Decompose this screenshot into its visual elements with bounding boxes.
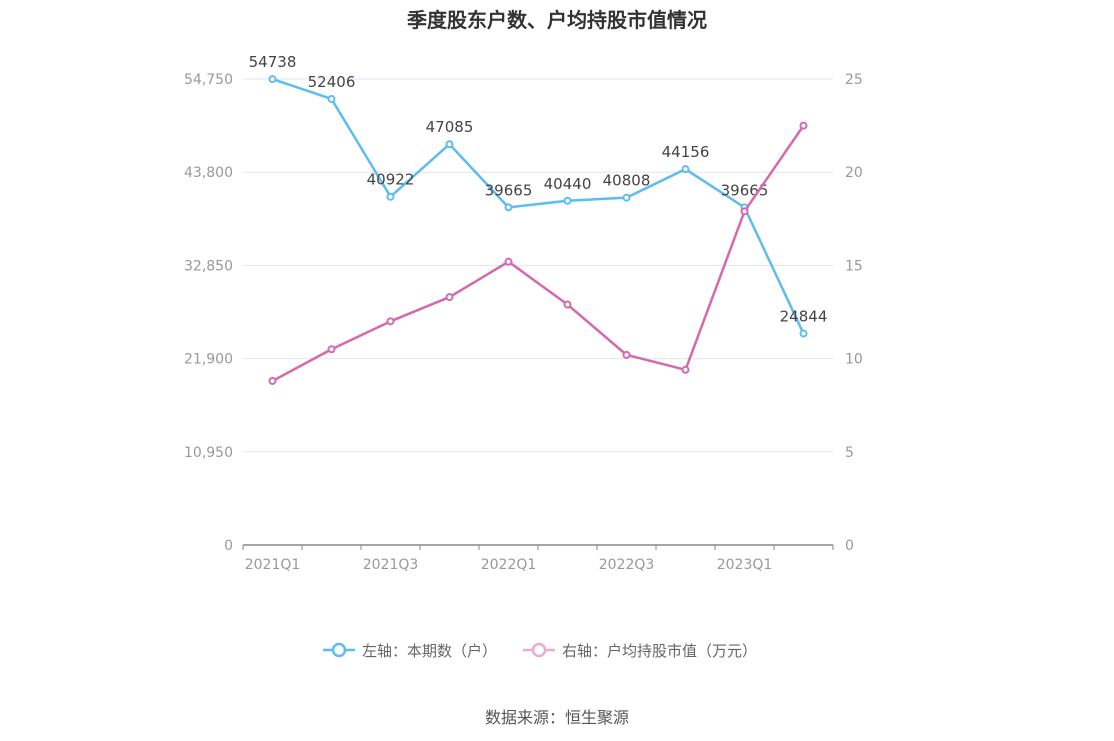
series-line-avg-value (271, 124, 805, 383)
data-point-holders (622, 193, 631, 202)
data-point-avg-value (445, 293, 454, 302)
legend-label-left: 左轴：本期数（户） (362, 641, 498, 660)
data-point-holders (327, 94, 336, 103)
y-left-tick-label: 43,800 (184, 165, 233, 181)
data-label: 40922 (367, 171, 415, 189)
y-left-tick-label: 21,900 (184, 352, 233, 368)
chart-title: 季度股东户数、户均持股市值情况 (407, 8, 707, 32)
y-right-tick-label: 15 (845, 258, 863, 274)
data-point-avg-value (740, 207, 749, 216)
legend-marker-blue-icon (323, 642, 355, 658)
legend-label-right: 右轴：户均持股市值（万元） (562, 641, 758, 660)
data-point-avg-value (386, 317, 395, 326)
data-point-holders (504, 203, 513, 212)
legend-item-left[interactable]: 左轴：本期数（户） (322, 638, 497, 662)
y-left-tick-label: 54,750 (184, 72, 233, 88)
data-point-avg-value (563, 300, 572, 309)
data-label: 40808 (603, 172, 651, 190)
data-point-holders (563, 196, 572, 205)
data-point-holders (268, 75, 277, 84)
y-left-tick-label: 0 (224, 538, 233, 554)
data-point-holders (799, 329, 808, 338)
data-label: 52406 (308, 73, 356, 91)
data-point-holders (386, 192, 395, 201)
x-tick-label: 2021Q1 (245, 557, 301, 573)
data-point-avg-value (622, 350, 631, 359)
data-label: 54738 (249, 53, 297, 71)
data-point-avg-value (681, 365, 690, 374)
x-tick-label: 2022Q3 (599, 557, 655, 573)
legend-item-right[interactable]: 右轴：户均持股市值（万元） (522, 638, 757, 662)
y-right-tick-label: 10 (845, 352, 863, 368)
y-right-tick-label: 25 (845, 72, 863, 88)
data-point-avg-value (327, 345, 336, 354)
x-tick-label: 2021Q3 (363, 557, 419, 573)
data-point-avg-value (799, 121, 808, 130)
y-right-tick-label: 20 (845, 165, 863, 181)
data-point-avg-value (268, 376, 277, 385)
x-tick-label: 2023Q1 (717, 557, 773, 573)
data-label: 40440 (544, 175, 592, 193)
data-label: 44156 (662, 143, 710, 161)
y-right-tick-label: 5 (845, 445, 854, 461)
data-source: 数据来源：恒生聚源 (484, 708, 629, 727)
legend-marker-pink-icon (523, 642, 555, 658)
data-point-holders (681, 165, 690, 174)
series-line-holders (272, 77, 805, 335)
data-point-avg-value (504, 257, 513, 266)
y-left-tick-label: 10,950 (184, 445, 233, 461)
y-right-tick-label: 0 (845, 538, 854, 554)
data-label: 24844 (780, 308, 828, 326)
data-label: 47085 (426, 118, 474, 136)
data-label: 39665 (485, 181, 533, 199)
x-tick-label: 2022Q1 (481, 557, 537, 573)
data-point-holders (445, 140, 454, 149)
data-label: 39665 (721, 181, 769, 199)
legend: 左轴：本期数（户） 右轴：户均持股市值（万元） (0, 638, 1114, 662)
y-left-tick-label: 32,850 (184, 258, 233, 274)
